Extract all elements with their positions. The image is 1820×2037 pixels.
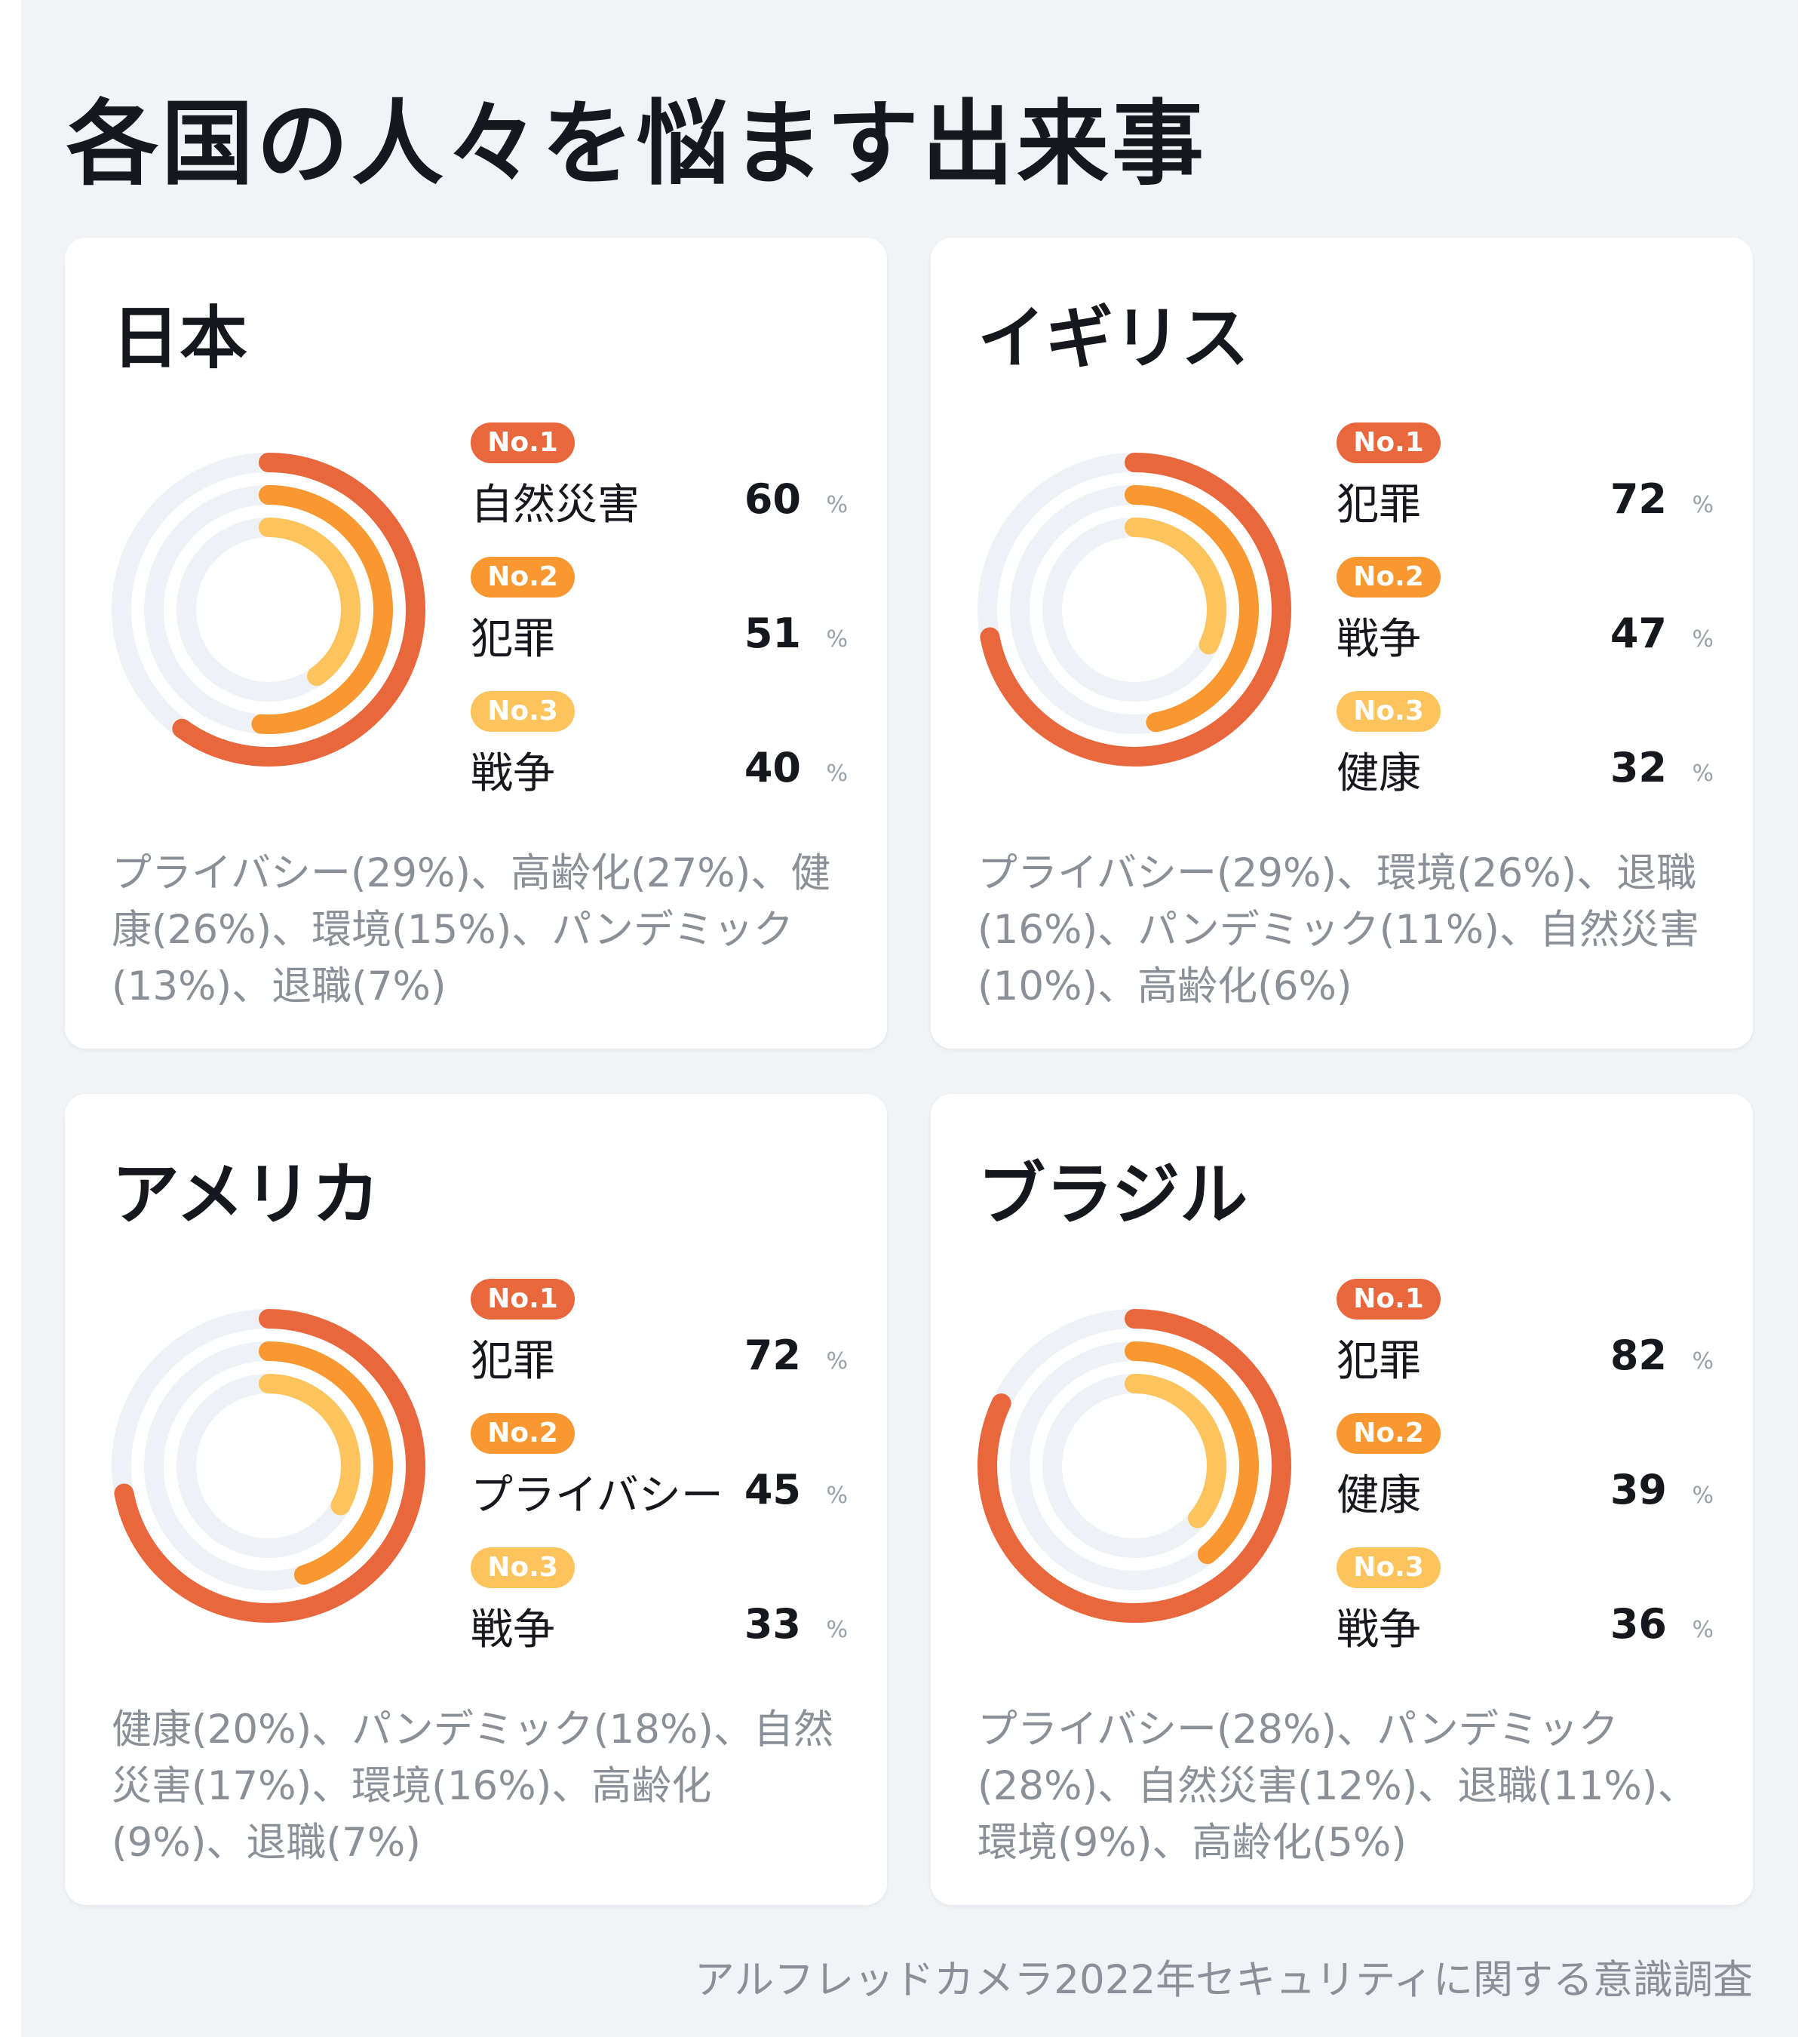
rank-2-label: 健康 [1337, 1471, 1421, 1520]
rank-3-badge: No.3 [471, 691, 575, 732]
rank-1-row: No.1 自然災害 60 % [471, 422, 848, 543]
percent-unit: % [1692, 1482, 1714, 1509]
other-concerns-text: プライバシー(29%)、環境(26%)、退職(16%)、パンデミック(11%)、… [978, 850, 1699, 1009]
rank-3-row: No.3 健康 32 % [1337, 691, 1714, 812]
percent-unit: % [826, 1348, 848, 1375]
rank-3-value: 33 [744, 1600, 801, 1648]
ring-bar-rank-2 [1125, 485, 1259, 733]
rank-3-badge: No.3 [1337, 691, 1441, 732]
percent-unit: % [826, 492, 848, 518]
rank-2-value: 51 [744, 610, 801, 657]
rank-3-value: 32 [1610, 744, 1667, 791]
percent-unit: % [1692, 1348, 1714, 1375]
rank-1-value: 72 [744, 1332, 801, 1379]
country-card-usa: アメリカ No.1 犯罪 72 % No.2 プライバシー 45 % No.3 … [65, 1094, 887, 1905]
rank-3-value: 40 [744, 744, 801, 791]
percent-unit: % [1692, 1617, 1714, 1643]
country-name: 日本 [112, 299, 247, 378]
rank-1-label: 犯罪 [471, 1337, 555, 1386]
rank-2-label: プライバシー [471, 1471, 723, 1520]
country-card-japan: 日本 No.1 自然災害 60 % No.2 犯罪 51 % No.3 戦争 4… [65, 238, 887, 1049]
rank-1-label: 自然災害 [471, 481, 640, 530]
percent-unit: % [1692, 492, 1714, 518]
infographic-page: 各国の人々を悩ます出来事 日本 No.1 自然災害 60 % No.2 犯罪 5… [21, 0, 1798, 2037]
rank-3-row: No.3 戦争 36 % [1337, 1547, 1714, 1668]
rank-3-badge: No.3 [471, 1547, 575, 1588]
country-card-uk: イギリス No.1 犯罪 72 % No.2 戦争 47 % No.3 健康 3… [931, 238, 1753, 1049]
ring-bar-rank-1 [980, 453, 1291, 767]
rank-1-row: No.1 犯罪 72 % [471, 1279, 848, 1399]
other-concerns-text: プライバシー(29%)、高齢化(27%)、健康(26%)、環境(15%)、パンデ… [112, 850, 831, 1009]
ring-bar-rank-3 [259, 1374, 361, 1516]
other-concerns-text: プライバシー(28%)、パンデミック(28%)、自然災害(12%)、退職(11%… [978, 1707, 1698, 1866]
rank-3-label: 戦争 [1337, 1605, 1421, 1654]
radial-bar-chart [112, 1309, 425, 1623]
rank-1-value: 72 [1610, 475, 1667, 523]
rank-2-badge: No.2 [471, 1413, 575, 1454]
percent-unit: % [826, 1482, 848, 1509]
rank-3-badge: No.3 [1337, 1547, 1441, 1588]
country-name: イギリス [978, 299, 1249, 378]
rank-3-label: 戦争 [471, 749, 555, 798]
rank-1-badge: No.1 [1337, 1279, 1441, 1320]
page-title: 各国の人々を悩ます出来事 [66, 91, 1207, 198]
rank-2-row: No.2 戦争 47 % [1337, 557, 1714, 677]
ring-bar-rank-2 [259, 1341, 393, 1585]
percent-unit: % [826, 1617, 848, 1643]
rank-2-badge: No.2 [1337, 1413, 1441, 1454]
source-caption: アルフレッドカメラ2022年セキュリティに関する意識調査 [694, 1957, 1753, 2003]
percent-unit: % [1692, 760, 1714, 787]
ring-bar-rank-1 [172, 453, 425, 767]
rank-3-value: 36 [1610, 1600, 1667, 1648]
rank-1-label: 犯罪 [1337, 1337, 1421, 1386]
other-concerns-text: 健康(20%)、パンデミック(18%)、自然災害(17%)、環境(16%)、高齢… [112, 1707, 833, 1866]
rank-2-value: 39 [1610, 1466, 1667, 1513]
rank-1-row: No.1 犯罪 82 % [1337, 1279, 1714, 1399]
ring-bar-rank-3 [259, 518, 361, 687]
rank-1-label: 犯罪 [1337, 481, 1421, 530]
rank-2-value: 45 [744, 1466, 801, 1513]
radial-bar-chart [978, 1309, 1291, 1623]
rank-1-badge: No.1 [471, 1279, 575, 1320]
ring-bar-rank-2 [251, 485, 393, 734]
ring-bar-rank-1 [978, 1309, 1291, 1623]
rank-3-label: 健康 [1337, 749, 1421, 798]
radial-bar-chart [978, 453, 1291, 767]
country-card-brazil: ブラジル No.1 犯罪 82 % No.2 健康 39 % No.3 戦争 3… [931, 1094, 1753, 1905]
country-name: アメリカ [112, 1155, 380, 1234]
rank-2-value: 47 [1610, 610, 1667, 657]
country-name: ブラジル [978, 1155, 1248, 1234]
rank-1-row: No.1 犯罪 72 % [1337, 422, 1714, 543]
ring-bar-rank-1 [114, 1309, 425, 1623]
rank-3-label: 戦争 [471, 1605, 555, 1654]
percent-unit: % [826, 760, 848, 787]
rank-2-badge: No.2 [471, 557, 575, 598]
rank-1-badge: No.1 [1337, 422, 1441, 463]
rank-2-badge: No.2 [1337, 557, 1441, 598]
rank-2-row: No.2 プライバシー 45 % [471, 1413, 848, 1534]
rank-1-value: 82 [1610, 1332, 1667, 1379]
ring-bar-rank-3 [1125, 518, 1226, 655]
rank-3-row: No.3 戦争 33 % [471, 1547, 848, 1668]
rank-2-label: 戦争 [1337, 615, 1421, 664]
radial-bar-chart [112, 453, 425, 767]
rank-2-row: No.2 犯罪 51 % [471, 557, 848, 677]
ring-bar-rank-2 [1125, 1341, 1259, 1565]
rank-1-badge: No.1 [471, 422, 575, 463]
rank-2-label: 犯罪 [471, 615, 555, 664]
rank-3-row: No.3 戦争 40 % [471, 691, 848, 812]
rank-2-row: No.2 健康 39 % [1337, 1413, 1714, 1534]
percent-unit: % [826, 626, 848, 653]
rank-1-value: 60 [744, 475, 801, 523]
percent-unit: % [1692, 626, 1714, 653]
ring-bar-rank-3 [1125, 1374, 1226, 1529]
